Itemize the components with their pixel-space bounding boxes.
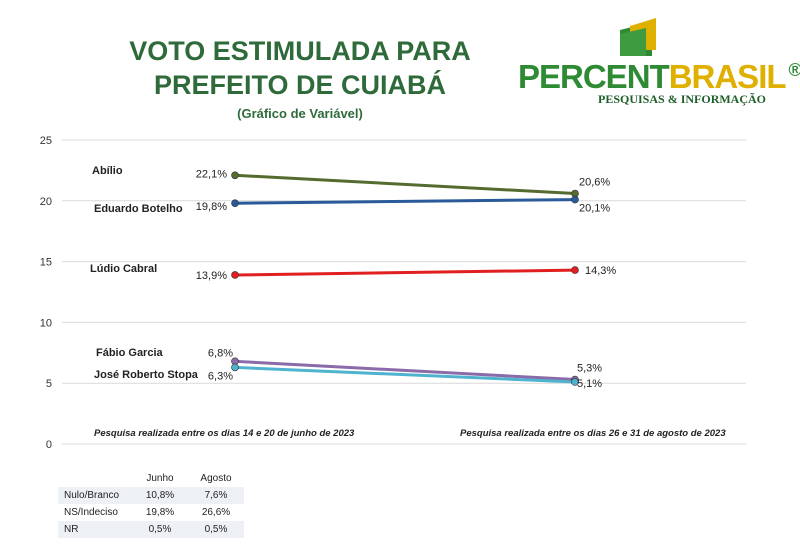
series-name-label: Abílio [92, 165, 123, 177]
series-line [234, 198, 576, 205]
table-cell: NS/Indeciso [58, 504, 132, 521]
series-name-label: Lúdio Cabral [90, 263, 157, 275]
chart-subtitle: (Gráfico de Variável) [237, 106, 363, 121]
table-header-cell [58, 470, 132, 487]
series-line [234, 173, 576, 196]
data-point [231, 363, 239, 372]
table-header-cell: Junho [132, 470, 188, 487]
data-label: 19,8% [196, 201, 227, 213]
data-point [231, 171, 239, 180]
table-row: NR 0,5% 0,5% [58, 521, 244, 538]
chart-title-line-2: PREFEITO DE CUIABÁ [153, 70, 447, 100]
series-name-label: José Roberto Stopa [94, 369, 199, 381]
registered-mark: ® [788, 60, 800, 80]
annotation-august: Pesquisa realizada entre os dias 26 e 31… [460, 428, 726, 439]
series-line [234, 365, 576, 384]
data-label: 13,9% [196, 270, 227, 282]
series-line [234, 268, 576, 277]
annotation-june: Pesquisa realizada entre os dias 14 e 20… [94, 428, 355, 439]
y-tick-label: 15 [40, 257, 52, 269]
table-header-cell: Agosto [188, 470, 244, 487]
data-label: 6,3% [208, 370, 233, 382]
series-name-label: Fábio Garcia [96, 347, 164, 359]
table-cell: 0,5% [188, 521, 244, 538]
data-point [231, 271, 239, 279]
data-point [571, 195, 579, 204]
brand-wordmark: PERCENTBRASIL ® [518, 58, 800, 96]
data-label: 20,6% [579, 177, 610, 189]
table-row: NS/Indeciso 19,8% 26,6% [58, 504, 244, 521]
data-point [231, 199, 239, 208]
data-label: 5,1% [577, 378, 602, 390]
table-cell: Nulo/Branco [58, 487, 132, 504]
chart-title-line-1: VOTO ESTIMULADA PARA [129, 36, 471, 66]
table-cell: 7,6% [188, 487, 244, 504]
data-point [571, 266, 579, 274]
series-name-label: Eduardo Botelho [94, 203, 183, 215]
y-tick-label: 20 [40, 196, 52, 208]
flag-emblem-icon [620, 18, 656, 56]
brand-part-2: BRASIL [668, 58, 787, 95]
data-point [571, 378, 579, 386]
summary-table: Junho Agosto Nulo/Branco 10,8% 7,6% NS/I… [58, 470, 244, 538]
table-cell: 26,6% [188, 504, 244, 521]
y-tick-label: 0 [46, 439, 52, 451]
percentbrasil-logo: PERCENTBRASIL ® PESQUISAS & INFORMAÇÃO [518, 14, 800, 114]
series-line [234, 359, 576, 382]
table-row: Nulo/Branco 10,8% 7,6% [58, 487, 244, 504]
y-tick-label: 25 [40, 135, 52, 147]
data-label: 20,1% [579, 203, 610, 215]
table-cell: 10,8% [132, 487, 188, 504]
data-label: 14,3% [585, 265, 616, 277]
data-label: 5,3% [577, 363, 602, 375]
table-header-row: Junho Agosto [58, 470, 244, 487]
data-label: 22,1% [196, 168, 227, 180]
table-cell: NR [58, 521, 132, 538]
table-cell: 0,5% [132, 521, 188, 538]
y-tick-label: 5 [46, 378, 52, 390]
table-cell: 19,8% [132, 504, 188, 521]
y-tick-label: 10 [40, 317, 52, 329]
data-label: 6,8% [208, 347, 233, 359]
brand-tagline: PESQUISAS & INFORMAÇÃO [598, 92, 767, 106]
brand-part-1: PERCENT [518, 58, 670, 95]
